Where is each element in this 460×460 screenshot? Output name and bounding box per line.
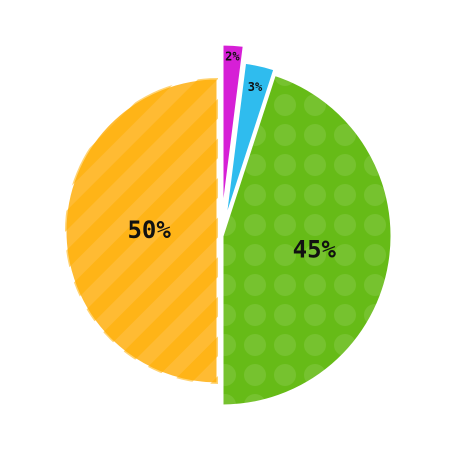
slice: [220, 42, 246, 223]
slice-label: 50%: [127, 216, 171, 244]
slice-label: 2%: [225, 49, 240, 63]
slice-pattern: [65, 78, 218, 384]
slice-pattern: [222, 74, 392, 407]
slice-label: 3%: [248, 80, 263, 94]
slice-label: 45%: [293, 236, 337, 264]
slice: [222, 60, 277, 227]
